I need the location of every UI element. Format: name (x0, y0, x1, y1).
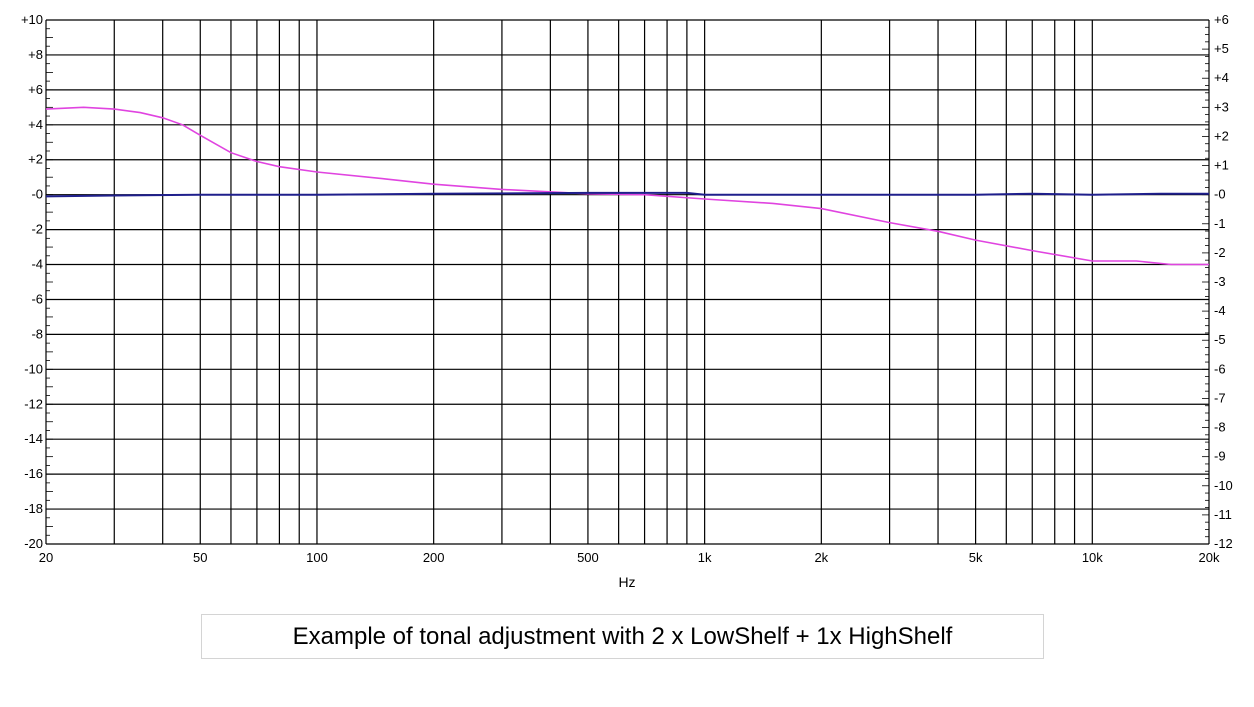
right-tick-label: -2 (1214, 245, 1226, 260)
x-tick-label: 200 (423, 550, 445, 565)
grid-lines (45, 19, 1210, 545)
x-tick-label: 20k (1199, 550, 1220, 565)
right-tick-label: -7 (1214, 390, 1226, 405)
left-tick-label: -8 (31, 326, 43, 341)
caption-box: Example of tonal adjustment with 2 x Low… (201, 614, 1044, 659)
left-tick-label: +8 (28, 47, 43, 62)
left-tick-label: -14 (24, 431, 43, 446)
frequency-response-chart: +10+8+6+4+2-0-2-4-6-8-10-12-14-16-18-20 … (21, 12, 1233, 590)
series-line-1 (45, 106, 1209, 266)
series-line-2 (45, 191, 1209, 198)
left-tick-label: -10 (24, 361, 43, 376)
right-tick-label: -4 (1214, 303, 1226, 318)
x-axis-labels: 20 50 100 200 500 1k 2k 5k 10k 20k (39, 550, 1220, 565)
x-tick-label: 5k (969, 550, 983, 565)
right-tick-label: -6 (1214, 361, 1226, 376)
left-tick-label: -16 (24, 466, 43, 481)
right-axis-labels: +6 +5 +4 +3 +2 +1 -0 -1 -2 -3 -4 -5 -6 -7 -8 -9 -10 -11 -1… (1214, 12, 1233, 551)
x-tick-label: 10k (1082, 550, 1103, 565)
x-tick-label: 50 (193, 550, 207, 565)
right-tick-label: +5 (1214, 41, 1229, 56)
right-tick-label: +4 (1214, 70, 1229, 85)
x-axis-title: Hz (618, 574, 635, 590)
right-tick-label: +2 (1214, 128, 1229, 143)
left-tick-label: -6 (31, 291, 43, 306)
right-tick-label: -8 (1214, 420, 1226, 435)
series-lines (45, 106, 1209, 266)
right-tick-label: -12 (1214, 536, 1233, 551)
x-tick-label: 2k (814, 550, 828, 565)
caption-text: Example of tonal adjustment with 2 x Low… (292, 622, 953, 650)
right-tick-label: -3 (1214, 274, 1226, 289)
right-tick-label: -10 (1214, 478, 1233, 493)
minor-tick-marks (46, 19, 1209, 545)
right-tick-label: +6 (1214, 12, 1229, 27)
left-tick-label: +4 (28, 117, 43, 132)
x-tick-label: 500 (577, 550, 599, 565)
left-tick-label: -4 (31, 257, 43, 272)
left-tick-label: -20 (24, 536, 43, 551)
right-tick-label: -1 (1214, 216, 1226, 231)
left-tick-label: +2 (28, 152, 43, 167)
left-tick-label: -2 (31, 222, 43, 237)
left-tick-label: +10 (21, 12, 43, 27)
right-tick-label: +3 (1214, 99, 1229, 114)
x-tick-label: 20 (39, 550, 53, 565)
left-tick-label: -12 (24, 396, 43, 411)
right-tick-label: -9 (1214, 449, 1226, 464)
x-tick-label: 1k (698, 550, 712, 565)
right-tick-label: -5 (1214, 332, 1226, 347)
right-tick-label: -11 (1214, 507, 1232, 522)
left-axis-labels: +10 +8 +6 +4 +2 -0 -2 -4 -6 -8 -10 -12 -14 -16 -18 -20 (21, 12, 43, 551)
right-tick-label: +1 (1214, 158, 1229, 173)
left-tick-label: -0 (31, 187, 43, 202)
right-tick-label: -0 (1214, 187, 1226, 202)
left-tick-label: +6 (28, 82, 43, 97)
x-tick-label: 100 (306, 550, 328, 565)
left-tick-label: -18 (24, 501, 43, 516)
